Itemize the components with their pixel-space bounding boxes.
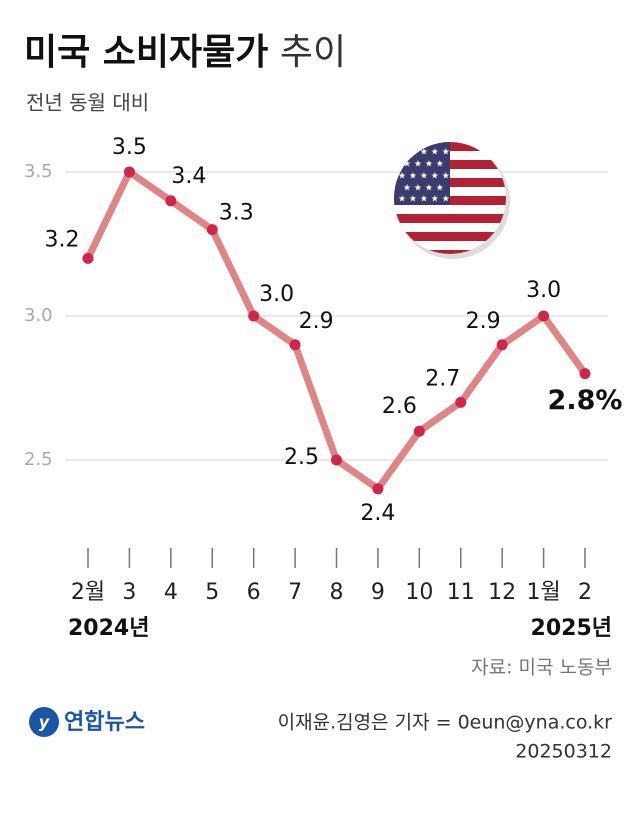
svg-text:★ ★ ★ ★ ★: ★ ★ ★ ★ ★: [398, 172, 450, 182]
value-label: 2.9: [299, 309, 334, 334]
x-tick-label: 12: [488, 580, 516, 605]
date: 20250312: [515, 741, 612, 763]
y-tick-label: 3.0: [24, 305, 53, 326]
logo-text: 연합뉴스: [64, 709, 145, 735]
value-label: 3.4: [171, 164, 206, 189]
value-label: 2.6: [382, 394, 417, 419]
credit: 이재윤.김영은 기자 = 0eun@yna.co.kr: [278, 712, 613, 734]
value-label: 3.0: [259, 282, 294, 307]
x-tick-label: 5: [205, 580, 219, 605]
line: [84, 168, 588, 493]
x-tick-label: 11: [447, 580, 475, 605]
y-tick-label: 3.5: [24, 161, 53, 182]
title-main: 미국 소비자물가: [24, 32, 268, 73]
value-label: 2.4: [360, 501, 395, 526]
year-label: 2025년: [531, 616, 612, 641]
subtitle: 전년 동월 대비: [26, 91, 149, 115]
x-tick-label: 10: [405, 580, 433, 605]
value-label: 3.0: [526, 278, 561, 303]
svg-text:★ ★ ★ ★: ★ ★ ★ ★: [403, 160, 444, 170]
x-tick-label: 7: [288, 580, 302, 605]
svg-text:★ ★ ★ ★ ★: ★ ★ ★ ★ ★: [398, 148, 450, 158]
point: [289, 339, 301, 351]
point: [331, 454, 342, 466]
x-tick-label: 3: [122, 580, 136, 605]
value-label: 3.3: [219, 201, 254, 226]
chart-title: 미국 소비자물가 추이: [24, 32, 346, 73]
us-flag: ★ ★ ★ ★ ★★ ★ ★ ★★ ★ ★ ★ ★★ ★ ★ ★★ ★ ★ ★ …: [394, 142, 510, 259]
source: 자료: 미국 노동부: [471, 657, 612, 679]
point: [579, 368, 591, 380]
value-label: 2.7: [425, 366, 460, 391]
point: [496, 339, 508, 351]
year-label: 2024년: [68, 616, 149, 641]
point: [538, 310, 550, 322]
svg-text:★ ★ ★ ★ ★: ★ ★ ★ ★ ★: [398, 195, 450, 205]
point: [248, 310, 260, 322]
x-tick-label: 9: [371, 580, 385, 605]
point: [372, 483, 384, 495]
title-light: 추이: [280, 32, 346, 73]
point: [165, 195, 177, 207]
x-tick-label: 1월: [526, 580, 560, 605]
logo: y 연합뉴스: [29, 707, 145, 737]
svg-text:y: y: [39, 713, 50, 732]
x-tick-label: 4: [164, 580, 178, 605]
point: [206, 224, 218, 236]
x-tick-label: 6: [247, 580, 261, 605]
y-tick-label: 2.5: [24, 449, 53, 470]
x-tick-label: 8: [330, 580, 344, 605]
value-label: 2.8%: [548, 385, 623, 416]
x-tick-label: 2월: [71, 580, 105, 605]
value-label: 3.2: [45, 227, 80, 252]
point: [123, 166, 135, 178]
value-label: 2.5: [284, 445, 319, 470]
value-label: 2.9: [466, 309, 501, 334]
point: [413, 425, 425, 437]
point: [455, 396, 467, 408]
svg-text:★ ★ ★ ★: ★ ★ ★ ★: [403, 184, 444, 194]
point: [82, 252, 94, 264]
x-tick-label: 2: [578, 580, 592, 605]
value-label: 3.5: [112, 135, 147, 160]
